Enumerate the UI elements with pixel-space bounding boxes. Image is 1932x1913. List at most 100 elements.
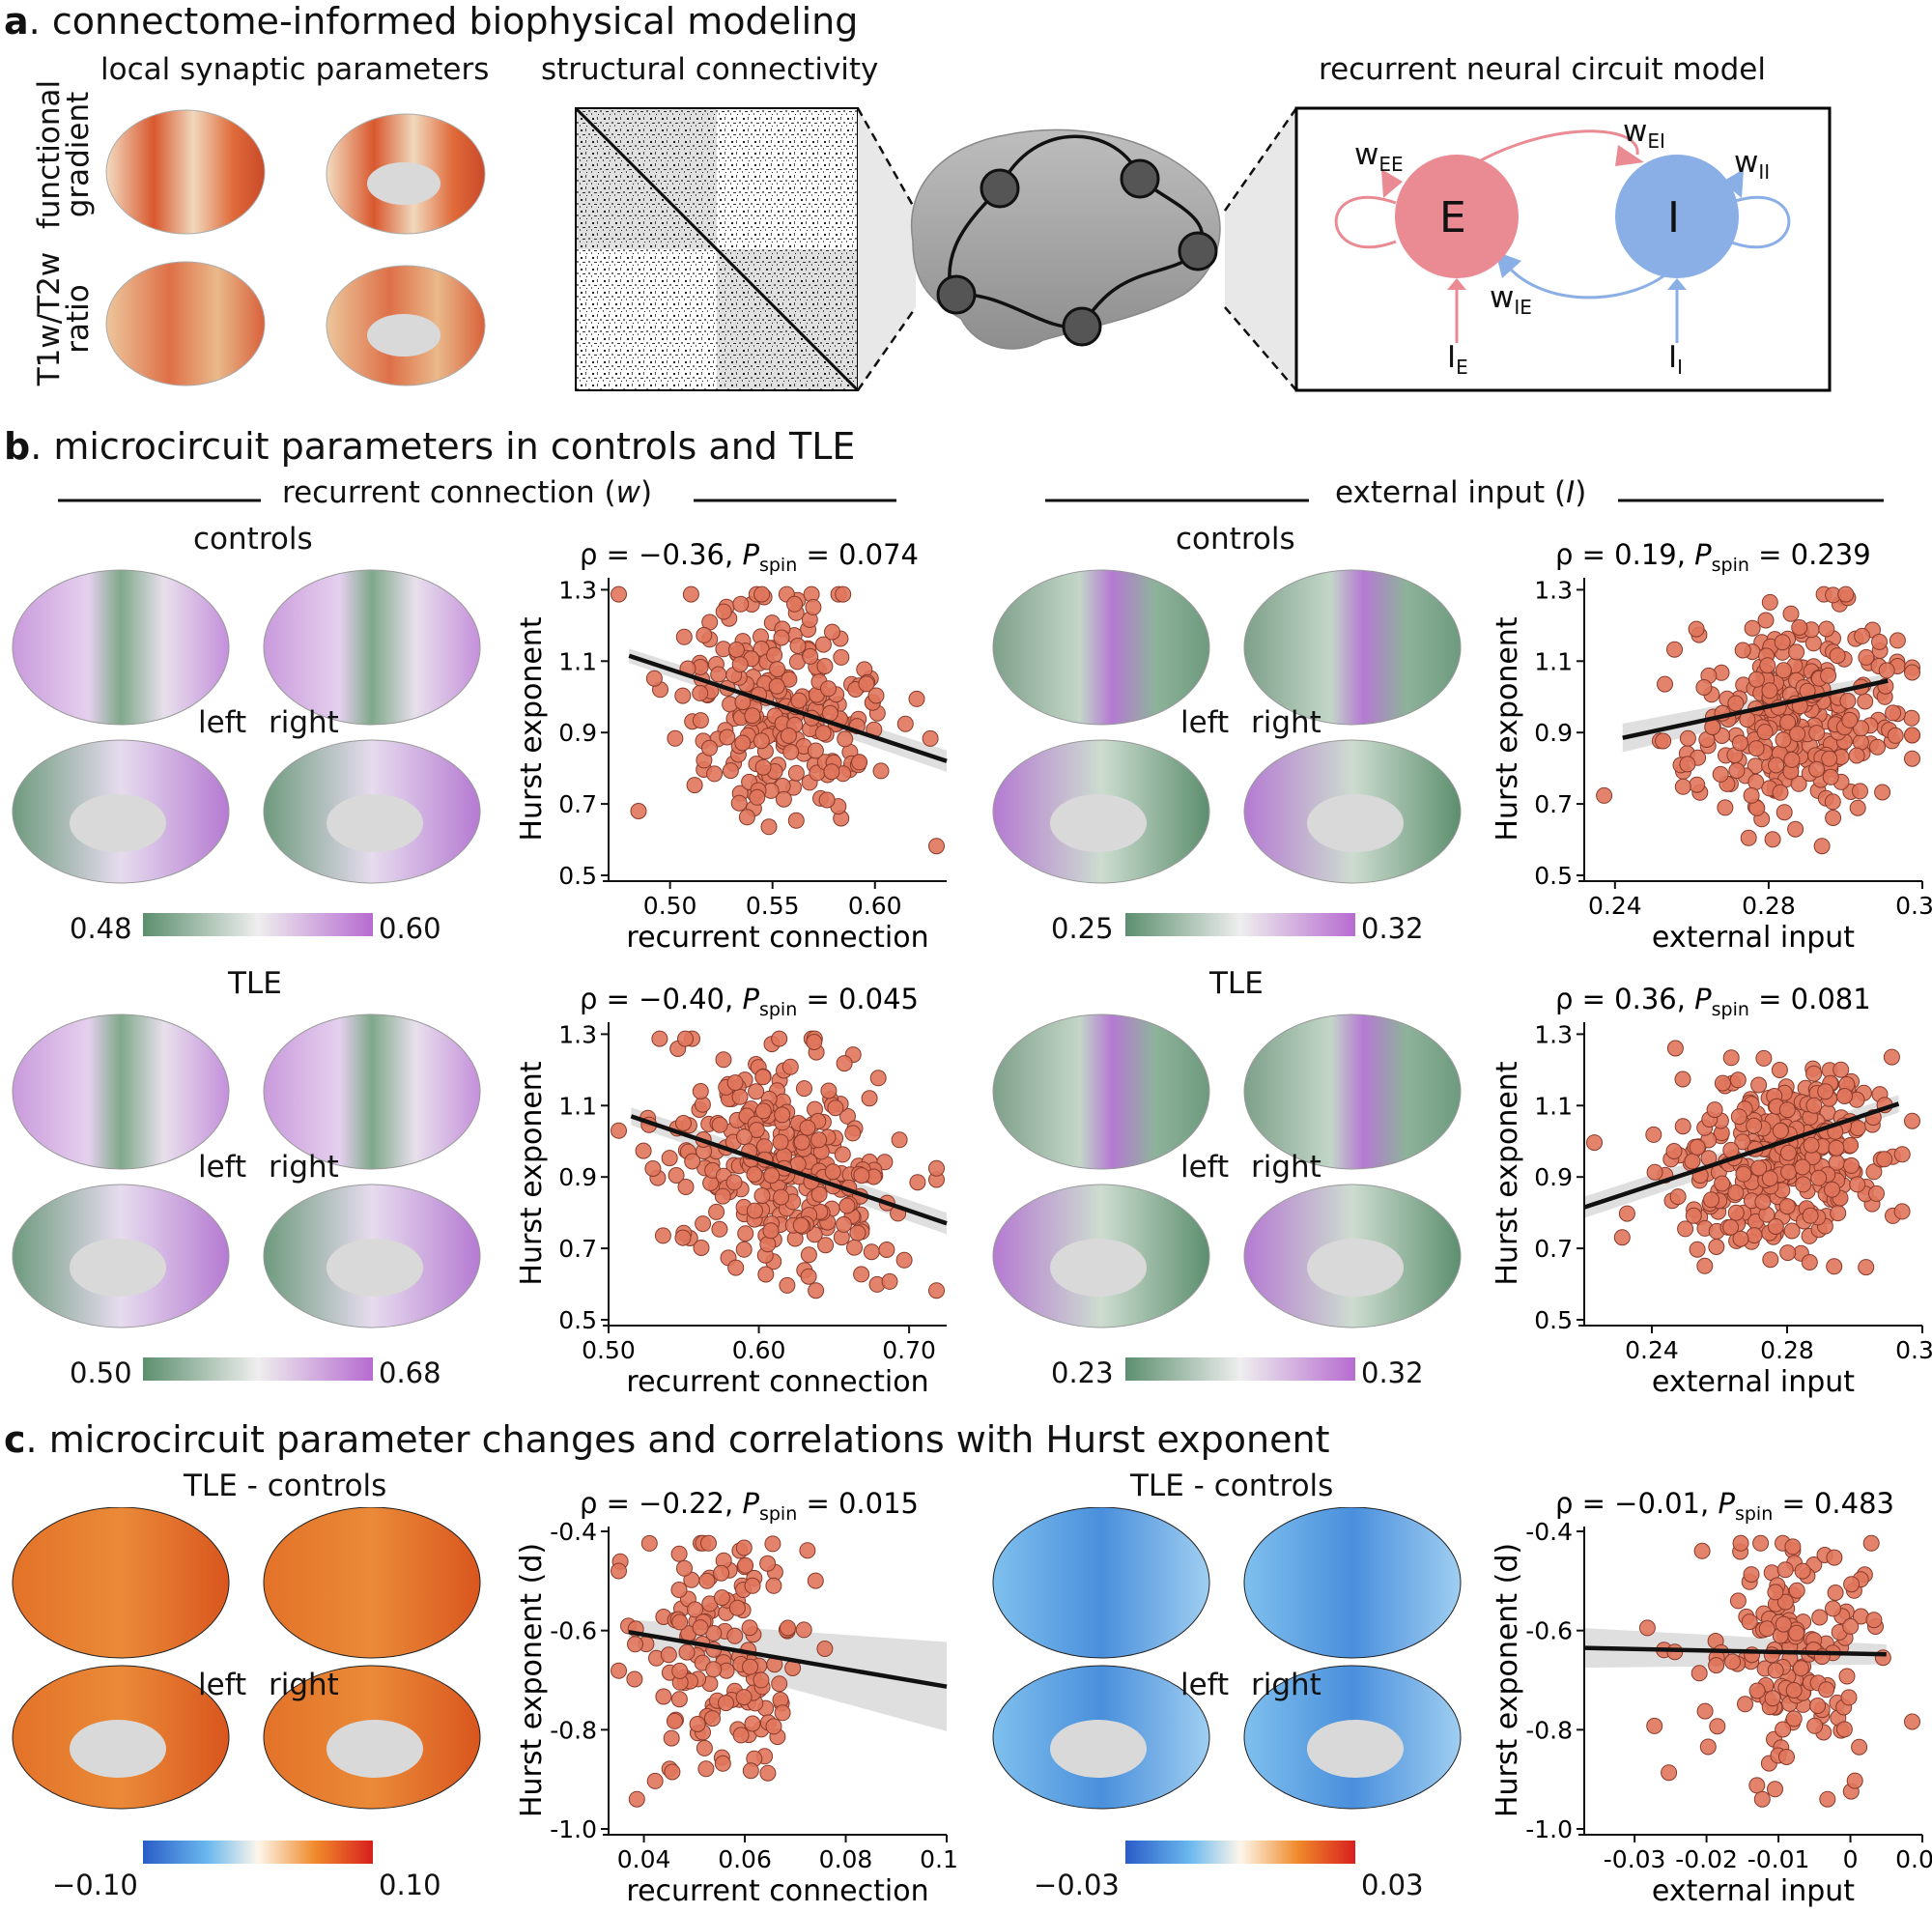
data-point (796, 1080, 812, 1098)
data-point (1618, 1205, 1635, 1222)
stats-label: ρ = 0.36, Pspin = 0.081 (1555, 983, 1871, 1020)
data-point (792, 1216, 810, 1234)
data-point (1665, 1143, 1683, 1159)
data-point (645, 670, 663, 687)
y-tick-label: 0.9 (1534, 719, 1573, 747)
data-point (878, 1242, 895, 1258)
colorbar-max: 0.03 (1361, 1869, 1424, 1901)
data-point (1729, 1592, 1747, 1610)
stats-label: ρ = −0.36, Pspin = 0.074 (580, 538, 919, 576)
data-point (682, 585, 699, 603)
diff-label-w: TLE - controls (184, 1469, 387, 1503)
data-point (660, 1646, 677, 1664)
y-tick-label: -0.6 (1525, 1617, 1573, 1645)
data-point (1841, 711, 1859, 728)
data-point (1688, 620, 1705, 638)
data-point (714, 1755, 731, 1772)
data-point (726, 1627, 744, 1644)
data-point (1858, 648, 1875, 666)
data-point (1840, 1689, 1858, 1706)
data-points (1596, 585, 1920, 855)
data-point (627, 1636, 643, 1653)
data-point (1730, 1108, 1747, 1126)
x-tick-label: 0.32 (1895, 1336, 1932, 1364)
data-point (839, 1107, 856, 1125)
data-point (1714, 1175, 1731, 1192)
data-point (769, 661, 786, 678)
data-point (1822, 768, 1839, 785)
data-point (715, 603, 732, 620)
data-point (1783, 751, 1801, 768)
node-i-label: I (1667, 193, 1680, 243)
data-point (1903, 709, 1920, 727)
data-point (710, 666, 727, 683)
data-point (1735, 1165, 1752, 1183)
data-point (1696, 1702, 1714, 1720)
x-tick-label: -0.01 (1747, 1845, 1810, 1873)
data-point (1684, 1153, 1701, 1170)
data-point (1761, 593, 1778, 611)
x-tick-label: 0.60 (848, 892, 902, 920)
data-point (1805, 1065, 1823, 1082)
data-point (1722, 1049, 1740, 1067)
data-point (780, 1619, 796, 1637)
data-points (611, 1534, 834, 1808)
data-point (670, 1582, 688, 1598)
data-point (795, 1621, 812, 1639)
data-point (799, 1119, 816, 1136)
y-tick-label: -0.6 (550, 1617, 597, 1645)
data-point (640, 1534, 658, 1552)
tle-label-i: TLE (1209, 966, 1264, 1001)
data-point (748, 1083, 765, 1100)
data-point (1740, 829, 1757, 846)
data-point (1805, 1097, 1823, 1114)
x-axis-label: recurrent connection (626, 1365, 928, 1399)
data-point (735, 1539, 753, 1556)
data-point (1824, 1181, 1840, 1198)
data-point (744, 1577, 761, 1594)
section-b-title: b. microcircuit parameters in controls a… (4, 425, 856, 468)
data-point (1761, 682, 1778, 700)
data-point (928, 1159, 945, 1177)
data-point (1767, 1218, 1784, 1235)
data-point (816, 1641, 834, 1657)
data-point (1743, 1566, 1760, 1584)
data-point (1752, 1534, 1770, 1552)
data-point (696, 1739, 713, 1756)
data-point (922, 729, 939, 747)
data-point (853, 1266, 870, 1283)
data-point (774, 1106, 791, 1124)
scatter-plot-external-tle: ρ = 0.36, Pspin = 0.081 0.5 0.7 0.9 1.1 1.3 0.… (1491, 983, 1932, 1399)
ii-label: II (1668, 340, 1684, 380)
data-point (1748, 1682, 1766, 1699)
data-point (674, 1229, 692, 1246)
data-point (827, 1099, 844, 1117)
y-tick-label: 1.3 (558, 1020, 597, 1048)
data-point (1764, 831, 1781, 848)
data-point (701, 739, 718, 757)
data-point (1838, 1668, 1856, 1685)
x-tick-label: 0.32 (1895, 892, 1932, 920)
data-point (1857, 693, 1874, 710)
data-point (753, 1187, 771, 1205)
data-point (872, 762, 890, 780)
data-point (666, 1712, 683, 1729)
data-point (1679, 756, 1696, 773)
data-point (1783, 1222, 1801, 1240)
data-point (1689, 1241, 1706, 1258)
data-point (611, 1662, 627, 1679)
stats-label: ρ = −0.01, Pspin = 0.483 (1555, 1487, 1894, 1525)
data-point (773, 629, 790, 646)
y-tick-label: -0.4 (550, 1518, 597, 1546)
data-point (928, 838, 945, 855)
y-tick-label: -0.8 (1525, 1716, 1573, 1744)
data-point (833, 648, 850, 666)
data-point (1774, 634, 1791, 651)
brain-map-gradient-medial (326, 113, 486, 235)
data-point (664, 1763, 681, 1781)
data-point (800, 1246, 817, 1264)
data-point (808, 1282, 825, 1299)
data-point (1833, 1061, 1850, 1078)
data-point (1790, 775, 1807, 792)
data-point (790, 692, 808, 709)
